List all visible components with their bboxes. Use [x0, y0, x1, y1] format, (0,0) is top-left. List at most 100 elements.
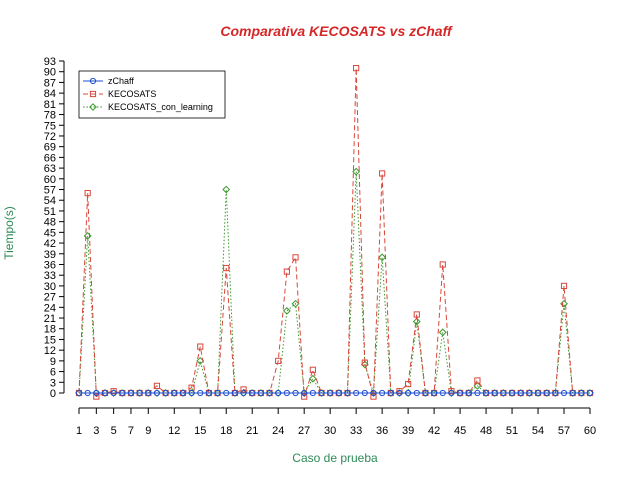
- data-point: [282, 306, 291, 315]
- data-point: [275, 389, 282, 397]
- data-point: [474, 377, 481, 384]
- y-tick-label: 51: [44, 206, 56, 218]
- data-point: [560, 389, 568, 397]
- legend-entry: KECOSATS_con_learning: [83, 102, 213, 112]
- y-tick-label: 30: [44, 281, 56, 293]
- y-tick-label: 72: [44, 131, 56, 143]
- x-tick-label: 33: [350, 425, 362, 437]
- y-tick-label: 54: [44, 195, 56, 207]
- x-tick-label: 30: [324, 425, 336, 437]
- data-point: [448, 388, 455, 395]
- x-tick-label: 42: [428, 425, 440, 437]
- data-point: [508, 389, 516, 397]
- x-tick-label: 7: [128, 425, 134, 437]
- y-tick-label: 6: [50, 367, 56, 379]
- legend-box: [78, 70, 226, 119]
- y-tick-label: 33: [44, 270, 56, 282]
- data-point: [379, 170, 386, 177]
- data-point: [353, 65, 360, 72]
- series-line: [78, 171, 590, 395]
- x-tick-label: 57: [558, 425, 570, 437]
- y-tick-label: 21: [44, 313, 56, 325]
- data-point: [491, 389, 498, 397]
- data-point: [171, 389, 178, 397]
- data-point: [560, 299, 568, 308]
- x-tick-label: 21: [246, 425, 258, 437]
- x-tick-label: 15: [194, 425, 206, 437]
- x-tick-label: 18: [220, 425, 232, 437]
- data-point: [136, 389, 143, 397]
- data-point: [396, 388, 403, 395]
- data-point: [422, 389, 429, 397]
- data-point: [586, 389, 594, 397]
- data-point: [352, 167, 361, 176]
- data-point: [534, 389, 542, 397]
- data-point: [308, 374, 317, 383]
- data-point: [231, 389, 238, 397]
- data-point: [275, 357, 282, 364]
- y-tick-label: 63: [44, 163, 56, 175]
- data-point: [110, 389, 117, 397]
- data-point: [222, 185, 231, 194]
- y-tick-label: 90: [44, 67, 56, 79]
- data-point: [127, 389, 135, 397]
- y-tick-label: 15: [44, 334, 56, 346]
- legend-entry: zChaff: [83, 76, 134, 86]
- y-axis-label: Tiempo(s): [2, 206, 16, 260]
- data-point: [378, 253, 387, 262]
- data-point: [223, 389, 230, 397]
- legend-entry: KECOSATS: [83, 89, 156, 99]
- data-point: [456, 389, 464, 397]
- data-point: [465, 389, 472, 397]
- x-tick-label: 9: [145, 425, 151, 437]
- data-point: [205, 389, 213, 397]
- data-point: [578, 389, 585, 397]
- x-tick-label: 12: [168, 425, 180, 437]
- x-tick-label: 60: [584, 425, 596, 437]
- data-point: [153, 389, 161, 397]
- data-point: [93, 393, 100, 400]
- x-tick-label: 24: [272, 425, 284, 437]
- data-point: [370, 389, 377, 397]
- data-point: [500, 389, 507, 397]
- data-point: [405, 380, 412, 388]
- y-tick-label: 18: [44, 324, 56, 336]
- legend-label: KECOSATS_con_learning: [108, 102, 213, 112]
- y-tick-label: 39: [44, 249, 56, 261]
- y-tick-label: 75: [44, 120, 56, 132]
- data-point: [473, 381, 482, 390]
- data-point: [353, 389, 360, 397]
- data-point: [438, 328, 447, 337]
- data-point: [197, 389, 204, 397]
- data-point: [179, 389, 187, 397]
- data-point: [517, 389, 524, 397]
- data-point: [543, 389, 550, 397]
- legend-label: KECOSATS: [108, 89, 156, 99]
- y-tick-label: 69: [44, 142, 56, 154]
- data-point: [153, 382, 161, 389]
- data-point: [309, 366, 316, 373]
- data-point: [84, 189, 91, 197]
- data-point: [474, 389, 481, 397]
- series-zchaff: [75, 389, 594, 397]
- data-point: [344, 389, 351, 397]
- data-point: [75, 389, 83, 397]
- data-point: [412, 317, 421, 326]
- y-tick-label: 45: [44, 227, 56, 239]
- data-point: [552, 389, 559, 397]
- y-tick-label: 48: [44, 217, 56, 229]
- data-point: [309, 389, 316, 397]
- data-point: [119, 389, 126, 397]
- data-point: [240, 386, 247, 393]
- series-layer: [75, 65, 594, 400]
- y-tick-label: 0: [50, 388, 56, 400]
- data-point: [413, 311, 420, 318]
- data-point: [361, 359, 368, 366]
- x-tick-label: 51: [506, 425, 518, 437]
- data-point: [283, 268, 290, 275]
- data-point: [448, 389, 455, 397]
- data-point: [197, 343, 204, 350]
- data-point: [249, 389, 256, 397]
- y-tick-label: 81: [44, 99, 56, 111]
- x-tick-label: 54: [532, 425, 544, 437]
